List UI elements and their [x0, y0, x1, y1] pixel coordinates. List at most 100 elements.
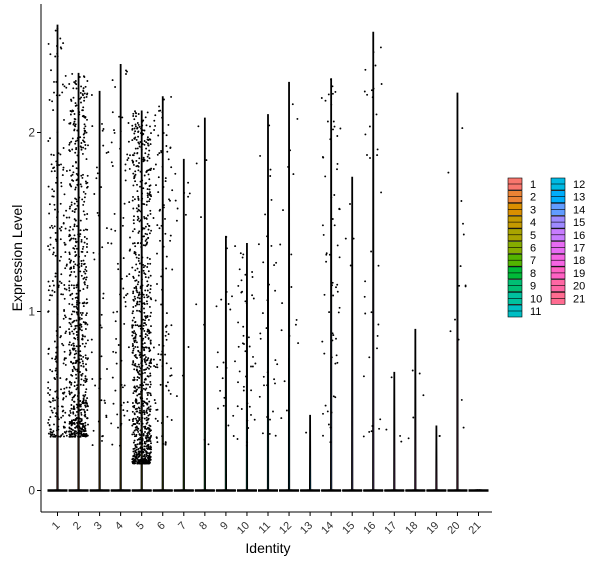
dot [145, 182, 148, 185]
dot [349, 264, 352, 267]
dot [132, 417, 135, 420]
dot [55, 160, 58, 163]
dot [91, 378, 94, 380]
dot [75, 403, 78, 406]
dot [63, 387, 66, 390]
dot [148, 232, 151, 235]
dot [111, 111, 114, 114]
dot [74, 325, 77, 327]
dot [113, 212, 116, 215]
dot [84, 147, 87, 150]
dot [135, 453, 138, 456]
dot [70, 313, 73, 316]
dot [380, 191, 383, 194]
dot [79, 430, 82, 433]
dot [73, 305, 76, 308]
dot [83, 425, 86, 428]
dot [61, 174, 64, 177]
dot [59, 336, 62, 339]
dot [333, 125, 336, 128]
dot [258, 395, 261, 398]
dot [140, 405, 143, 408]
dot [74, 414, 77, 417]
dot [72, 87, 75, 90]
dot [78, 403, 81, 406]
dot [140, 424, 143, 427]
dot [237, 381, 239, 384]
dot [136, 219, 139, 221]
dot [49, 53, 52, 56]
dot [75, 87, 78, 90]
dot [91, 125, 94, 128]
dot [148, 198, 151, 201]
dot [143, 159, 146, 162]
dot [138, 291, 141, 294]
legend-label-10: 10 [530, 293, 542, 305]
dot [56, 52, 59, 55]
dot [158, 105, 161, 108]
dot [203, 438, 206, 441]
dot [148, 291, 151, 294]
dot [55, 346, 58, 349]
dot [135, 138, 138, 141]
dot [140, 238, 143, 241]
dot [47, 352, 50, 355]
dot [84, 180, 87, 183]
legend-label-11: 11 [530, 306, 541, 318]
dot [68, 141, 71, 144]
dot [170, 95, 173, 98]
dot [137, 325, 140, 328]
dot [81, 360, 84, 363]
dot [84, 144, 87, 146]
dot [148, 428, 151, 431]
dot [138, 297, 141, 300]
dot [134, 320, 137, 323]
dot [86, 213, 89, 215]
dot [69, 110, 72, 112]
dot [187, 181, 190, 184]
dot [132, 337, 135, 340]
dot [161, 268, 164, 271]
dot [134, 324, 137, 327]
dot [84, 435, 87, 438]
dot [138, 271, 141, 273]
dot [68, 321, 71, 324]
dot [70, 381, 73, 384]
dot [56, 361, 58, 364]
dot [141, 302, 144, 305]
dot [52, 251, 55, 254]
dot [118, 115, 121, 118]
dot [143, 459, 146, 462]
dot [380, 83, 383, 85]
dot [82, 190, 85, 193]
dot [138, 157, 141, 160]
dot [156, 283, 158, 285]
dot [141, 403, 144, 406]
dot [76, 303, 78, 306]
y-axis-label: Expression Level [9, 205, 25, 312]
dot [146, 142, 149, 145]
dot [135, 112, 138, 115]
dot [134, 269, 137, 272]
dot [68, 287, 71, 289]
dot [80, 358, 83, 361]
dot [70, 404, 73, 406]
dot [457, 338, 460, 341]
dot [217, 407, 219, 410]
dot [131, 326, 134, 329]
dot [72, 179, 75, 182]
dot [62, 344, 65, 347]
dot [76, 137, 79, 140]
dot [335, 354, 338, 357]
dot [142, 156, 145, 159]
dot [48, 212, 51, 215]
dot [133, 228, 136, 231]
x-tick-label-2: 2 [71, 520, 84, 533]
dot [146, 407, 149, 410]
legend-label-3: 3 [530, 204, 536, 216]
legend-label-4: 4 [530, 217, 536, 229]
dot [75, 146, 78, 149]
dot [146, 280, 149, 283]
x-tick-label-4: 4 [113, 520, 126, 533]
dot [52, 167, 55, 170]
